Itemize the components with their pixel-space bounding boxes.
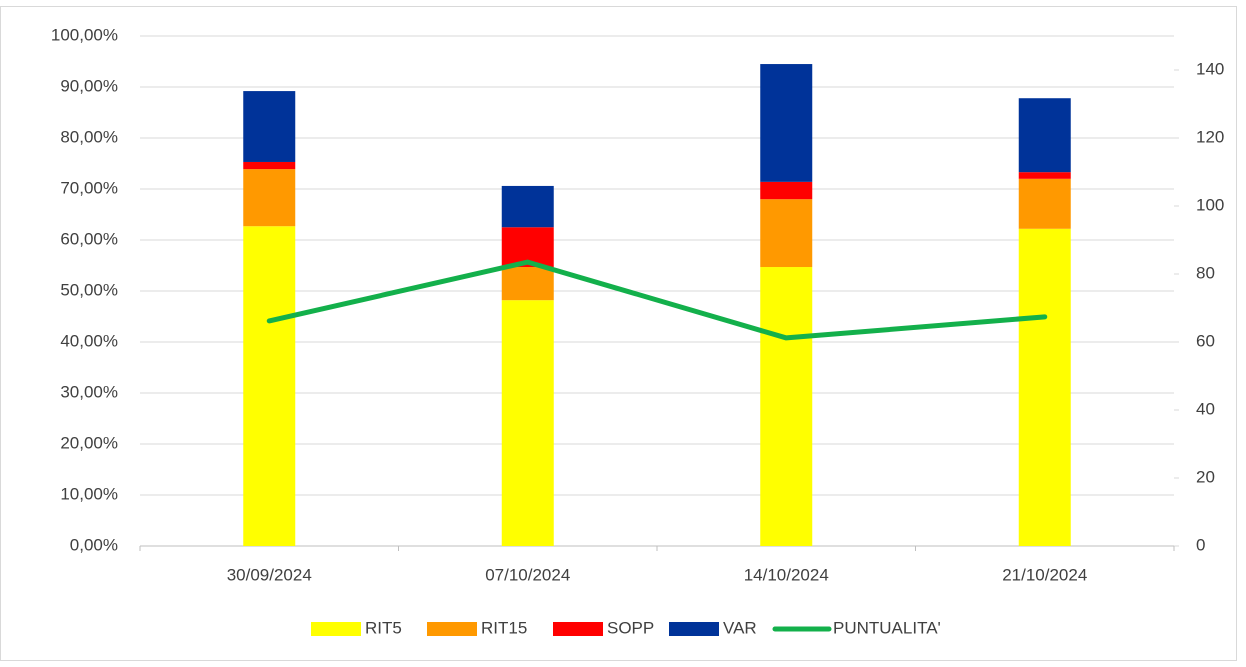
- y2-tick-label: 20: [1196, 467, 1215, 486]
- line: [266, 259, 1048, 341]
- bar-segment: [243, 161, 296, 170]
- x-tick-label: 21/10/2024: [1002, 565, 1087, 584]
- legend-label: VAR: [723, 618, 757, 637]
- bar-segment: [243, 169, 296, 227]
- x-tick-label: 14/10/2024: [744, 565, 829, 584]
- bar-segment: [1018, 178, 1071, 229]
- y2-tick-label: 100: [1196, 195, 1224, 214]
- bar-segment: [1018, 98, 1071, 173]
- y-tick-label: 10,00%: [60, 484, 118, 503]
- y2-tick-label: 60: [1196, 331, 1215, 350]
- y2-tick-label: 120: [1196, 127, 1224, 146]
- y2-tick-label: 40: [1196, 399, 1215, 418]
- bar-segment: [760, 267, 813, 546]
- bar-segment: [1018, 172, 1071, 179]
- bar-segment: [501, 300, 554, 546]
- y-tick-label: 50,00%: [60, 280, 118, 299]
- legend-label: PUNTUALITA': [833, 618, 941, 637]
- legend-swatch: [669, 622, 719, 636]
- bar-segment: [501, 185, 554, 228]
- legend-label: RIT15: [481, 618, 527, 637]
- y-tick-label: 60,00%: [60, 229, 118, 248]
- x-tick-label: 07/10/2024: [485, 565, 570, 584]
- legend-label: RIT5: [365, 618, 402, 637]
- y-tick-label: 100,00%: [51, 25, 118, 44]
- bar-segment: [501, 267, 554, 301]
- y-tick-label: 30,00%: [60, 382, 118, 401]
- bar-segment: [243, 91, 296, 162]
- bar-segment: [243, 226, 296, 547]
- bar-segment: [760, 199, 813, 268]
- y2-tick-label: 0: [1196, 535, 1205, 554]
- bar-segment: [760, 181, 813, 200]
- y-tick-label: 90,00%: [60, 76, 118, 95]
- y-tick-label: 70,00%: [60, 178, 118, 197]
- y-tick-label: 20,00%: [60, 433, 118, 452]
- y-tick-label: 40,00%: [60, 331, 118, 350]
- y-tick-label: 80,00%: [60, 127, 118, 146]
- legend-label: SOPP: [607, 618, 654, 637]
- y-tick-label: 0,00%: [70, 535, 118, 554]
- y2-tick-label: 80: [1196, 263, 1215, 282]
- legend-swatch: [427, 622, 477, 636]
- legend-swatch: [553, 622, 603, 636]
- legend-swatch: [311, 622, 361, 636]
- bar-segment: [760, 64, 813, 182]
- bar-segment: [1018, 228, 1071, 546]
- x-tick-label: 30/09/2024: [227, 565, 312, 584]
- y2-tick-label: 140: [1196, 59, 1224, 78]
